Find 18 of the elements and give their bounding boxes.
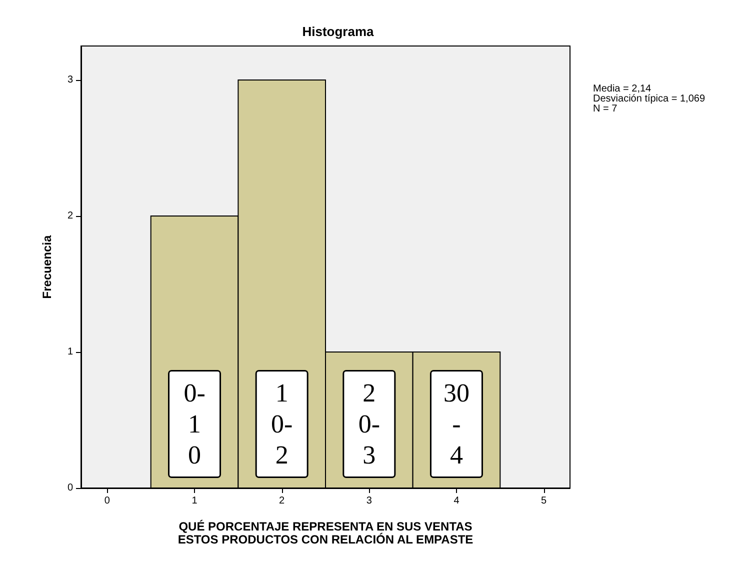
x-tick-label: 3 [366,496,372,506]
x-tick-label: 1 [192,496,198,506]
annotation: 2 0- 3 [358,378,380,470]
x-tick-label: 2 [279,496,286,506]
y-tick-label: 3 [67,74,74,86]
x-tick-label: 0 [104,496,110,506]
y-tick-label: 0 [67,482,74,494]
annotation: 0- 1 0 [184,378,206,470]
chart-title: Histograma [302,24,375,39]
x-axis-title: QUÉ PORCENTAJE REPRESENTA EN SUS VENTAS ESTOS PRODUCTOS CON RELACIÓN AL EMPASTE [178,520,474,546]
y-tick-label: 1 [67,346,74,358]
y-tick-label: 2 [67,210,74,222]
text: Media = 2,14 Desviación típica = 1,069 N = 7 [593,84,706,114]
annotation: 30 - 4 [443,378,470,470]
x-tick-label: 4 [454,496,460,506]
x-tick-label: 5 [541,496,548,506]
annotation: 1 0- 2 [271,378,293,470]
y-axis-title: Frecuencia [40,235,54,299]
